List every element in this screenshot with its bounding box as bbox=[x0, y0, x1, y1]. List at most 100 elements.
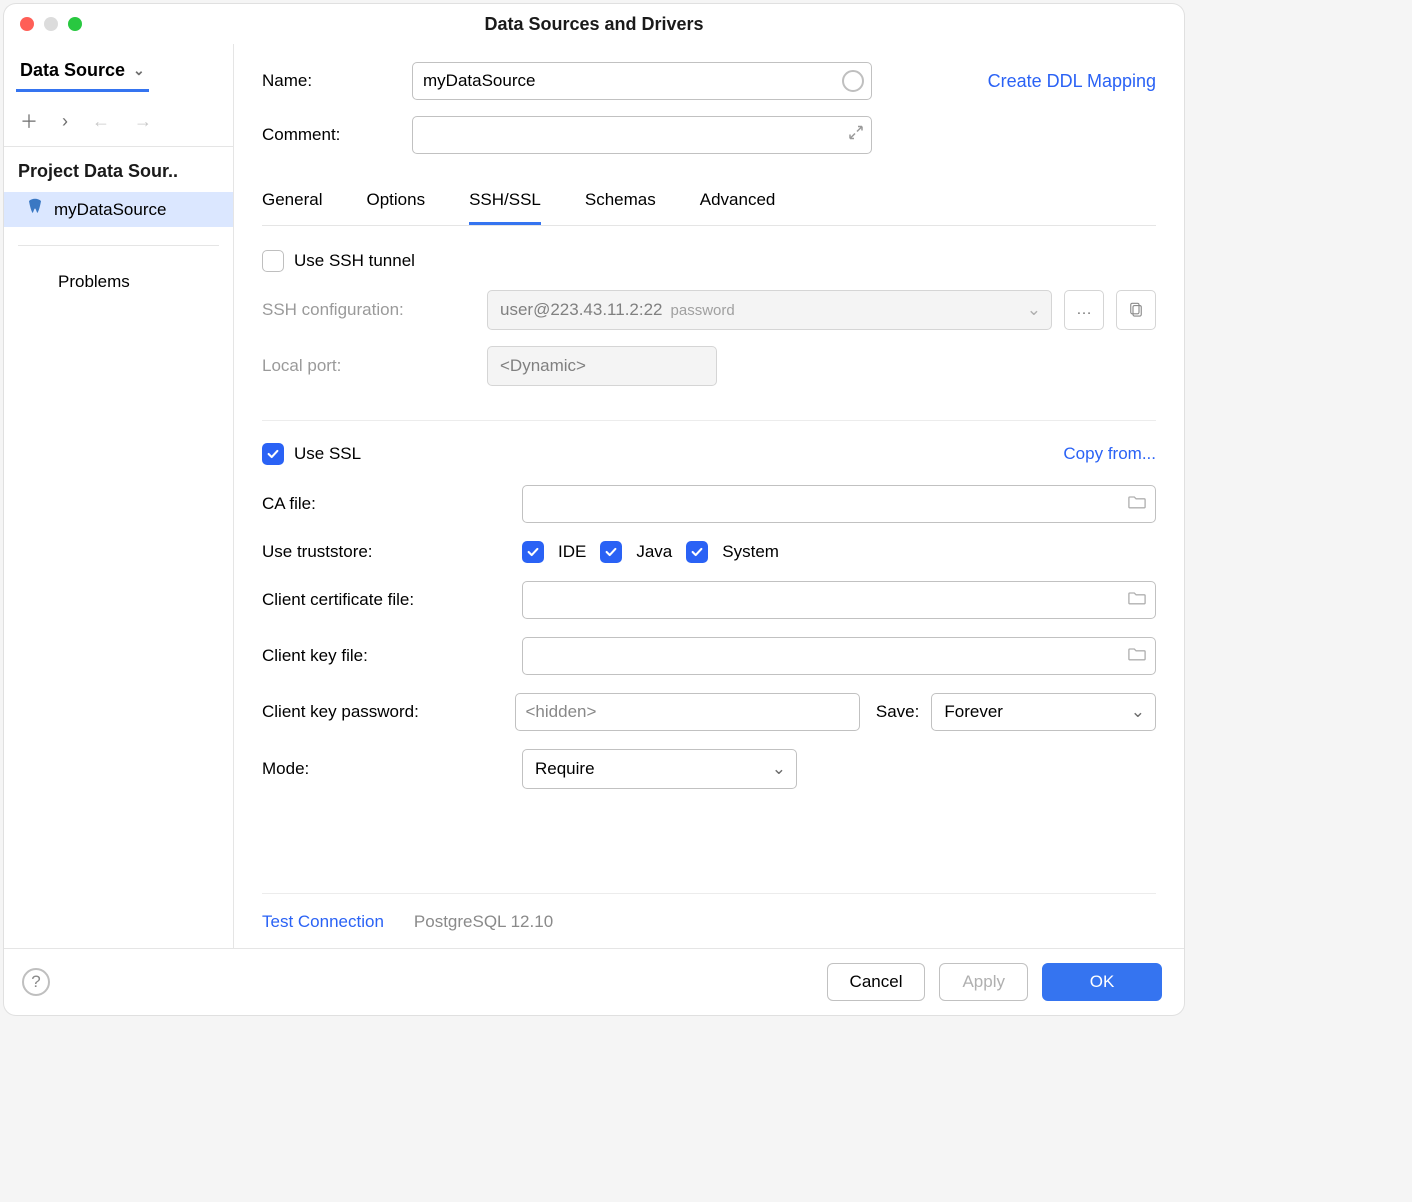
client-key-pwd-input[interactable]: <hidden> bbox=[515, 693, 860, 731]
postgresql-icon bbox=[26, 198, 44, 221]
truststore-ide-checkbox[interactable] bbox=[522, 541, 544, 563]
tab-options[interactable]: Options bbox=[366, 180, 425, 225]
main-area: Data Source ⌄ ＋ › ← → Project Data Sour.… bbox=[4, 44, 1184, 948]
client-key-row: Client key file: bbox=[262, 637, 1156, 675]
ssh-config-select: user@223.43.11.2:22 password ⌄ bbox=[487, 290, 1052, 330]
tab-general[interactable]: General bbox=[262, 180, 322, 225]
client-key-input[interactable] bbox=[522, 637, 1156, 675]
ssh-config-copy-button[interactable] bbox=[1116, 290, 1156, 330]
content-panel: Name: Create DDL Mapping Comment: Genera… bbox=[234, 44, 1184, 948]
use-ssh-checkbox[interactable] bbox=[262, 250, 284, 272]
save-select[interactable]: Forever ⌄ bbox=[931, 693, 1156, 731]
sidebar-tabs: Data Source ⌄ bbox=[4, 52, 233, 100]
ca-file-row: CA file: bbox=[262, 485, 1156, 523]
titlebar: Data Sources and Drivers bbox=[4, 4, 1184, 44]
create-ddl-mapping-link[interactable]: Create DDL Mapping bbox=[988, 71, 1156, 92]
use-ssl-label: Use SSL bbox=[294, 444, 361, 464]
apply-button[interactable]: Apply bbox=[939, 963, 1028, 1001]
use-ssh-label: Use SSH tunnel bbox=[294, 251, 415, 271]
truststore-ide-label: IDE bbox=[558, 542, 586, 562]
cancel-button[interactable]: Cancel bbox=[827, 963, 926, 1001]
local-port-label: Local port: bbox=[262, 356, 487, 376]
name-label: Name: bbox=[262, 71, 412, 91]
window-title: Data Sources and Drivers bbox=[20, 14, 1168, 35]
close-icon[interactable] bbox=[20, 17, 34, 31]
drill-in-icon[interactable]: › bbox=[62, 111, 68, 132]
sidebar-tab-datasources[interactable]: Data Source ⌄ bbox=[16, 52, 149, 92]
maximize-icon[interactable] bbox=[68, 17, 82, 31]
ssl-section: Use SSL Copy from... CA file: Use trusts… bbox=[262, 421, 1156, 803]
tabs: General Options SSH/SSL Schemas Advanced bbox=[262, 180, 1156, 226]
name-input[interactable] bbox=[412, 62, 872, 100]
tab-sshssl[interactable]: SSH/SSL bbox=[469, 180, 541, 225]
client-cert-input-wrap bbox=[522, 581, 1156, 619]
forward-icon: → bbox=[134, 111, 152, 132]
help-button[interactable]: ? bbox=[22, 968, 50, 996]
ca-file-input[interactable] bbox=[522, 485, 1156, 523]
folder-icon[interactable] bbox=[1128, 494, 1146, 515]
ssl-header: Use SSL Copy from... bbox=[262, 443, 1156, 465]
save-value: Forever bbox=[944, 702, 1003, 722]
local-port-value: <Dynamic> bbox=[500, 356, 586, 376]
help-icon: ? bbox=[31, 972, 40, 992]
footer-info: Test Connection PostgreSQL 12.10 bbox=[262, 893, 1156, 948]
comment-row: Comment: bbox=[262, 116, 1156, 154]
ssh-config-more-button[interactable]: … bbox=[1064, 290, 1104, 330]
expand-icon[interactable] bbox=[848, 125, 864, 146]
ca-file-input-wrap bbox=[522, 485, 1156, 523]
comment-label: Comment: bbox=[262, 125, 412, 145]
truststore-java-checkbox[interactable] bbox=[600, 541, 622, 563]
test-connection-link[interactable]: Test Connection bbox=[262, 912, 384, 932]
mode-label: Mode: bbox=[262, 759, 522, 779]
dialog-window: Data Sources and Drivers Data Source ⌄ ＋… bbox=[4, 4, 1184, 1015]
truststore-row: Use truststore: IDE Java System bbox=[262, 541, 1156, 563]
client-cert-input[interactable] bbox=[522, 581, 1156, 619]
db-version-label: PostgreSQL 12.10 bbox=[414, 912, 553, 932]
client-key-pwd-label: Client key password: bbox=[262, 702, 515, 722]
sidebar-item-problems[interactable]: Problems bbox=[4, 264, 233, 300]
ok-button[interactable]: OK bbox=[1042, 963, 1162, 1001]
name-row: Name: Create DDL Mapping bbox=[262, 62, 1156, 100]
use-ssl-checkbox[interactable] bbox=[262, 443, 284, 465]
button-bar: ? Cancel Apply OK bbox=[4, 948, 1184, 1015]
sidebar-section-label: Project Data Sour.. bbox=[4, 147, 233, 192]
mode-select[interactable]: Require ⌄ bbox=[522, 749, 797, 789]
chevron-down-icon: ⌄ bbox=[1131, 702, 1145, 722]
mode-row: Mode: Require ⌄ bbox=[262, 749, 1156, 789]
client-key-pwd-placeholder: <hidden> bbox=[526, 702, 597, 722]
minimize-icon[interactable] bbox=[44, 17, 58, 31]
chevron-down-icon: ⌄ bbox=[1027, 300, 1041, 320]
folder-icon[interactable] bbox=[1128, 590, 1146, 611]
truststore-label: Use truststore: bbox=[262, 542, 522, 562]
client-key-label: Client key file: bbox=[262, 646, 522, 666]
traffic-lights bbox=[20, 17, 82, 31]
client-cert-row: Client certificate file: bbox=[262, 581, 1156, 619]
truststore-java-label: Java bbox=[636, 542, 672, 562]
sidebar-item-label: myDataSource bbox=[54, 200, 166, 220]
folder-icon[interactable] bbox=[1128, 646, 1146, 667]
tab-advanced[interactable]: Advanced bbox=[700, 180, 776, 225]
copy-icon bbox=[1127, 301, 1145, 319]
back-icon: ← bbox=[92, 111, 110, 132]
truststore-system-label: System bbox=[722, 542, 779, 562]
copy-from-link[interactable]: Copy from... bbox=[1063, 444, 1156, 464]
client-key-pwd-row: Client key password: <hidden> Save: Fore… bbox=[262, 693, 1156, 731]
truststore-system-checkbox[interactable] bbox=[686, 541, 708, 563]
truststore-options: IDE Java System bbox=[522, 541, 779, 563]
ssh-config-auth: password bbox=[671, 302, 735, 319]
chevron-down-icon: ⌄ bbox=[133, 62, 145, 79]
sidebar-tab-label: Data Source bbox=[20, 60, 125, 81]
add-icon[interactable]: ＋ bbox=[20, 108, 38, 134]
sidebar-item-mydatasource[interactable]: myDataSource bbox=[4, 192, 233, 227]
ssh-config-row: SSH configuration: user@223.43.11.2:22 p… bbox=[262, 290, 1156, 330]
sidebar: Data Source ⌄ ＋ › ← → Project Data Sour.… bbox=[4, 44, 234, 948]
comment-input[interactable] bbox=[412, 116, 872, 154]
tab-schemas[interactable]: Schemas bbox=[585, 180, 656, 225]
ssh-config-value: user@223.43.11.2:22 bbox=[500, 300, 663, 320]
color-picker-icon[interactable] bbox=[842, 70, 864, 92]
use-ssh-row: Use SSH tunnel bbox=[262, 250, 1156, 272]
ssh-section: Use SSH tunnel SSH configuration: user@2… bbox=[262, 226, 1156, 421]
save-label: Save: bbox=[876, 702, 919, 722]
local-port-input: <Dynamic> bbox=[487, 346, 717, 386]
ca-file-label: CA file: bbox=[262, 494, 522, 514]
